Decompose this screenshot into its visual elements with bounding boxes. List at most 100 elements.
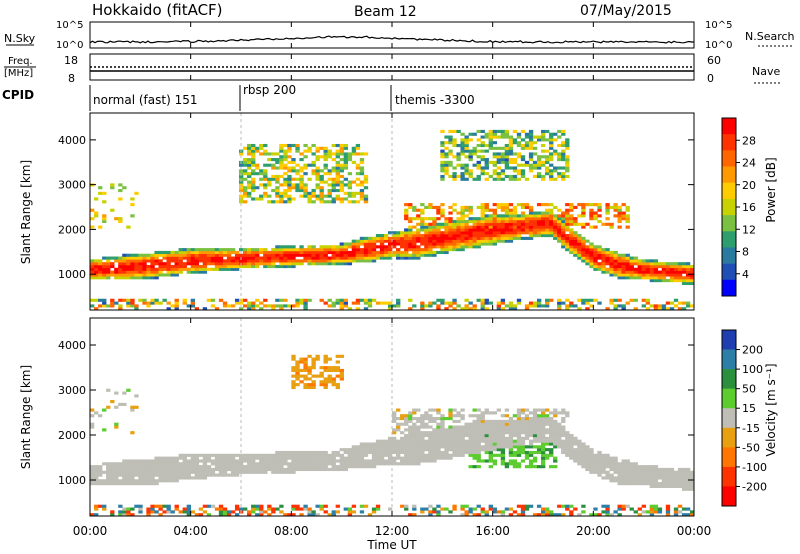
velocity-cell	[528, 428, 534, 432]
velocity-cell	[396, 448, 401, 452]
velocity-cell	[609, 459, 614, 463]
velocity-cell	[158, 473, 163, 477]
velocity-cell	[315, 354, 320, 358]
power-cell	[484, 242, 489, 246]
power-cell	[641, 262, 646, 266]
velocity-cell	[557, 445, 562, 449]
power-cell	[609, 225, 614, 229]
power-cell	[178, 270, 183, 274]
velocity-cell	[480, 417, 485, 421]
power-cell	[174, 253, 179, 257]
velocity-cell	[379, 459, 385, 463]
power-cell	[428, 228, 433, 232]
power-cell	[118, 262, 123, 266]
power-cell	[536, 214, 542, 218]
power-cell	[355, 250, 361, 255]
power-cell	[641, 273, 646, 277]
power-cell	[645, 262, 651, 266]
power-cell	[661, 304, 667, 308]
velocity-cell	[653, 473, 659, 477]
velocity-cell	[150, 465, 155, 469]
velocity-cell	[492, 428, 497, 432]
power-cell	[496, 304, 502, 308]
power-cell	[673, 270, 679, 274]
velocity-cell	[295, 450, 300, 455]
velocity-cell	[178, 456, 183, 460]
power-cell	[500, 132, 506, 136]
power-cell	[392, 234, 397, 238]
power-cell	[327, 200, 332, 204]
velocity-cell	[130, 507, 135, 511]
velocity-cell	[279, 470, 284, 474]
power-cell	[234, 264, 240, 269]
power-cell	[484, 158, 489, 162]
velocity-cell	[335, 354, 340, 358]
velocity-cell	[392, 419, 397, 423]
velocity-cell	[428, 448, 433, 452]
power-cell	[392, 304, 397, 308]
power-cell	[689, 281, 695, 285]
velocity-cell	[367, 448, 373, 452]
velocity-cell	[524, 428, 530, 432]
velocity-cell	[424, 433, 429, 438]
velocity-cell	[138, 462, 143, 466]
velocity-cell	[468, 428, 473, 432]
velocity-cell	[484, 513, 489, 517]
power-cell	[218, 259, 224, 263]
power-cell	[528, 138, 534, 142]
power-cell	[685, 281, 691, 285]
velocity-cell	[432, 417, 437, 421]
power-cell	[154, 273, 159, 277]
power-cell	[420, 242, 425, 246]
power-cell	[359, 236, 365, 240]
power-cell	[408, 219, 413, 224]
velocity-cell	[186, 507, 191, 511]
power-cell	[677, 279, 683, 283]
power-cell	[625, 273, 630, 277]
power-cell	[553, 214, 558, 218]
velocity-cell	[669, 476, 675, 480]
power-cell	[512, 214, 518, 218]
velocity-cell	[90, 513, 95, 517]
power-cell	[456, 248, 461, 252]
power-cell	[130, 276, 135, 280]
power-cell	[243, 262, 248, 266]
velocity-cell	[311, 513, 316, 517]
power-cell	[480, 222, 485, 226]
power-cell	[412, 208, 417, 212]
power-cell	[504, 214, 510, 218]
velocity-cell	[508, 445, 514, 449]
velocity-cell	[528, 417, 534, 421]
power-cell	[480, 141, 485, 145]
velocity-cell	[464, 433, 469, 438]
power-cell	[343, 177, 349, 181]
velocity-cell	[412, 453, 417, 457]
velocity-cell	[295, 374, 300, 378]
power-cell	[440, 222, 445, 226]
velocity-cell	[311, 465, 316, 469]
velocity-cell	[134, 405, 139, 409]
power-cell	[412, 245, 417, 249]
velocity-cell	[432, 428, 437, 432]
power-cell	[589, 264, 594, 269]
velocity-cell	[444, 431, 449, 435]
power-cell	[565, 141, 570, 145]
power-cell	[327, 245, 332, 249]
power-cell	[154, 298, 159, 302]
velocity-cell	[464, 442, 469, 446]
velocity-cell	[202, 473, 208, 477]
power-cell	[295, 188, 300, 193]
velocity-cell	[190, 470, 195, 474]
power-cell	[528, 169, 534, 173]
velocity-cell	[625, 476, 630, 480]
velocity-cell	[661, 476, 667, 480]
power-cell	[460, 245, 465, 249]
velocity-cell	[528, 433, 534, 438]
power-cell	[468, 208, 473, 212]
velocity-cell	[661, 467, 667, 472]
velocity-cell	[460, 442, 465, 446]
power-cell	[472, 163, 477, 167]
velocity-cell	[436, 428, 441, 432]
x-tick-label: 00:00	[677, 524, 712, 538]
